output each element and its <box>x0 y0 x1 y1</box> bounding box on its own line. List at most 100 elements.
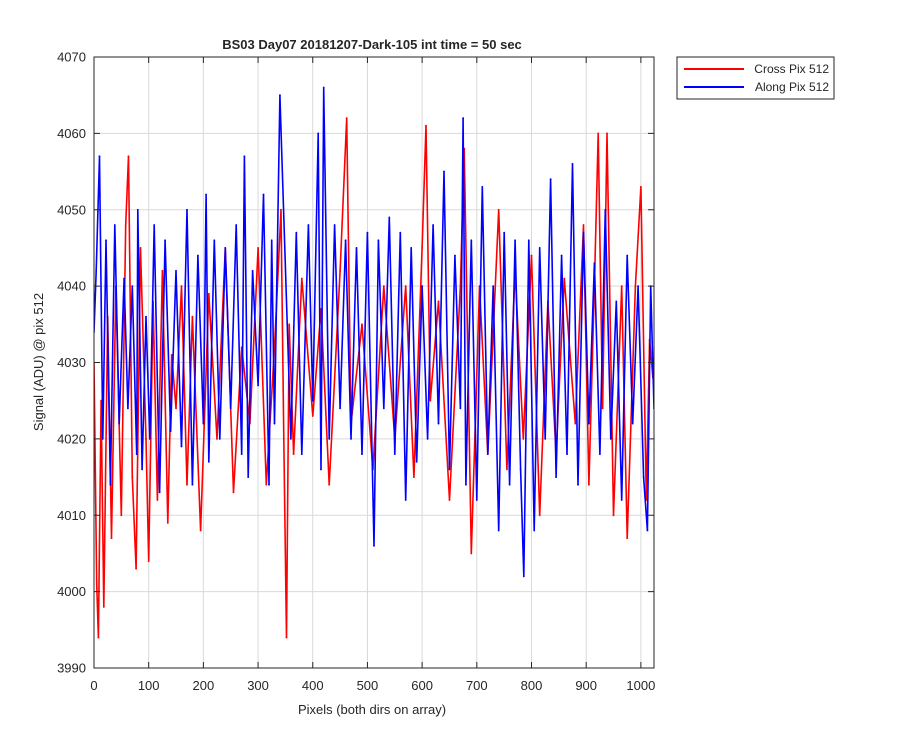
data-point-along <box>109 483 112 486</box>
data-point-cross <box>606 132 608 135</box>
x-tick-labels: 0 100 200 300 400 500 600 700 800 900 1000 <box>90 678 655 693</box>
data-point-along <box>642 476 645 478</box>
data-point-along <box>620 499 623 501</box>
y-tick-label: 4020 <box>57 431 86 446</box>
data-point-along <box>615 300 618 303</box>
data-point-along <box>243 155 246 158</box>
data-point-along <box>437 422 440 425</box>
data-point-along <box>317 132 320 135</box>
data-point-along <box>186 208 188 211</box>
data-point-cross <box>563 277 566 280</box>
data-point-cross <box>131 476 134 478</box>
data-point-cross <box>639 185 642 188</box>
data-point-along <box>404 499 407 501</box>
data-point-along <box>566 453 568 456</box>
data-point-along <box>279 94 281 97</box>
data-point-cross <box>497 208 500 211</box>
data-point-cross <box>207 292 210 295</box>
x-tick-label: 1000 <box>626 678 655 693</box>
data-point-along <box>631 422 634 425</box>
data-point-along <box>577 483 579 486</box>
data-point-along <box>322 86 325 89</box>
data-point-along <box>361 453 363 456</box>
y-axis-label: Signal (ADU) @ pix 512 <box>31 293 46 431</box>
x-tick-label: 600 <box>411 678 433 693</box>
data-point-along <box>164 239 166 242</box>
data-point-along <box>333 224 336 226</box>
data-point-along <box>571 163 574 165</box>
data-point-along <box>273 422 276 425</box>
data-point-cross <box>145 437 147 440</box>
data-point-cross <box>634 285 637 288</box>
data-point-along <box>459 407 462 410</box>
data-point-cross <box>425 124 427 127</box>
data-point-cross <box>282 437 285 440</box>
data-point-cross <box>626 537 629 540</box>
data-point-along <box>191 483 194 486</box>
x-tick-label: 200 <box>193 678 215 693</box>
data-point-along <box>454 254 456 257</box>
data-point-along <box>486 453 489 456</box>
data-point-cross <box>505 468 508 471</box>
data-point-along <box>344 239 347 242</box>
x-axis-label: Pixels (both dirs on array) <box>298 702 446 717</box>
data-point-cross <box>232 491 235 494</box>
data-point-along <box>213 239 216 242</box>
data-point-along <box>320 468 322 471</box>
data-point-cross <box>127 155 130 158</box>
x-tick-label: 900 <box>575 678 597 693</box>
data-point-along <box>410 247 413 249</box>
data-point-along <box>373 544 375 547</box>
data-point-along <box>295 231 298 234</box>
data-point-along <box>235 224 238 226</box>
data-point-cross <box>421 247 424 249</box>
data-point-along <box>462 117 465 119</box>
x-tick-label: 0 <box>90 678 97 693</box>
data-point-cross <box>147 560 150 562</box>
data-point-along <box>481 185 484 188</box>
data-point-along <box>593 262 596 265</box>
data-point-along <box>350 437 352 440</box>
data-point-along <box>426 437 429 440</box>
data-point-along <box>328 437 331 440</box>
data-point-along <box>307 224 310 226</box>
data-point-cross <box>530 254 533 257</box>
x-tick-label: 300 <box>247 678 269 693</box>
data-point-along <box>582 231 585 234</box>
data-point-cross <box>199 529 202 532</box>
data-point-cross <box>588 483 590 486</box>
data-point-along <box>127 407 129 410</box>
legend-label-along: Along Pix 512 <box>755 80 829 94</box>
data-point-along <box>393 453 396 456</box>
data-point-cross <box>328 483 331 486</box>
y-tick-label: 4070 <box>57 50 86 65</box>
series-line-along-pix-512 <box>94 86 654 578</box>
data-point-along <box>251 269 254 272</box>
data-point-cross <box>522 437 525 440</box>
x-tick-label: 500 <box>357 678 379 693</box>
data-point-along <box>470 239 473 242</box>
y-tick-label: 4060 <box>57 126 86 141</box>
data-point-cross <box>180 285 183 288</box>
data-point-along <box>95 269 98 272</box>
data-point-cross <box>166 521 169 524</box>
data-point-along <box>522 575 525 578</box>
data-point-along <box>497 529 500 532</box>
data-point-along <box>98 155 101 158</box>
data-point-along <box>257 384 259 387</box>
data-point-cross <box>597 132 600 135</box>
data-point-cross <box>175 407 177 410</box>
data-point-cross <box>139 247 142 249</box>
y-tick-labels: 3990 4000 4010 4020 4030 4040 4050 4060 4070 <box>57 50 86 676</box>
data-point-cross <box>216 437 218 440</box>
y-tick-label: 3990 <box>57 661 86 676</box>
data-point-along <box>135 453 138 456</box>
data-point-along <box>388 216 391 219</box>
data-point-cross <box>437 300 440 303</box>
y-tick-label: 4010 <box>57 508 86 523</box>
data-point-cross <box>300 277 303 280</box>
axis-ticks <box>93 56 654 669</box>
data-point-along <box>646 529 649 532</box>
data-point-along <box>175 269 177 272</box>
data-point-along <box>197 254 199 257</box>
